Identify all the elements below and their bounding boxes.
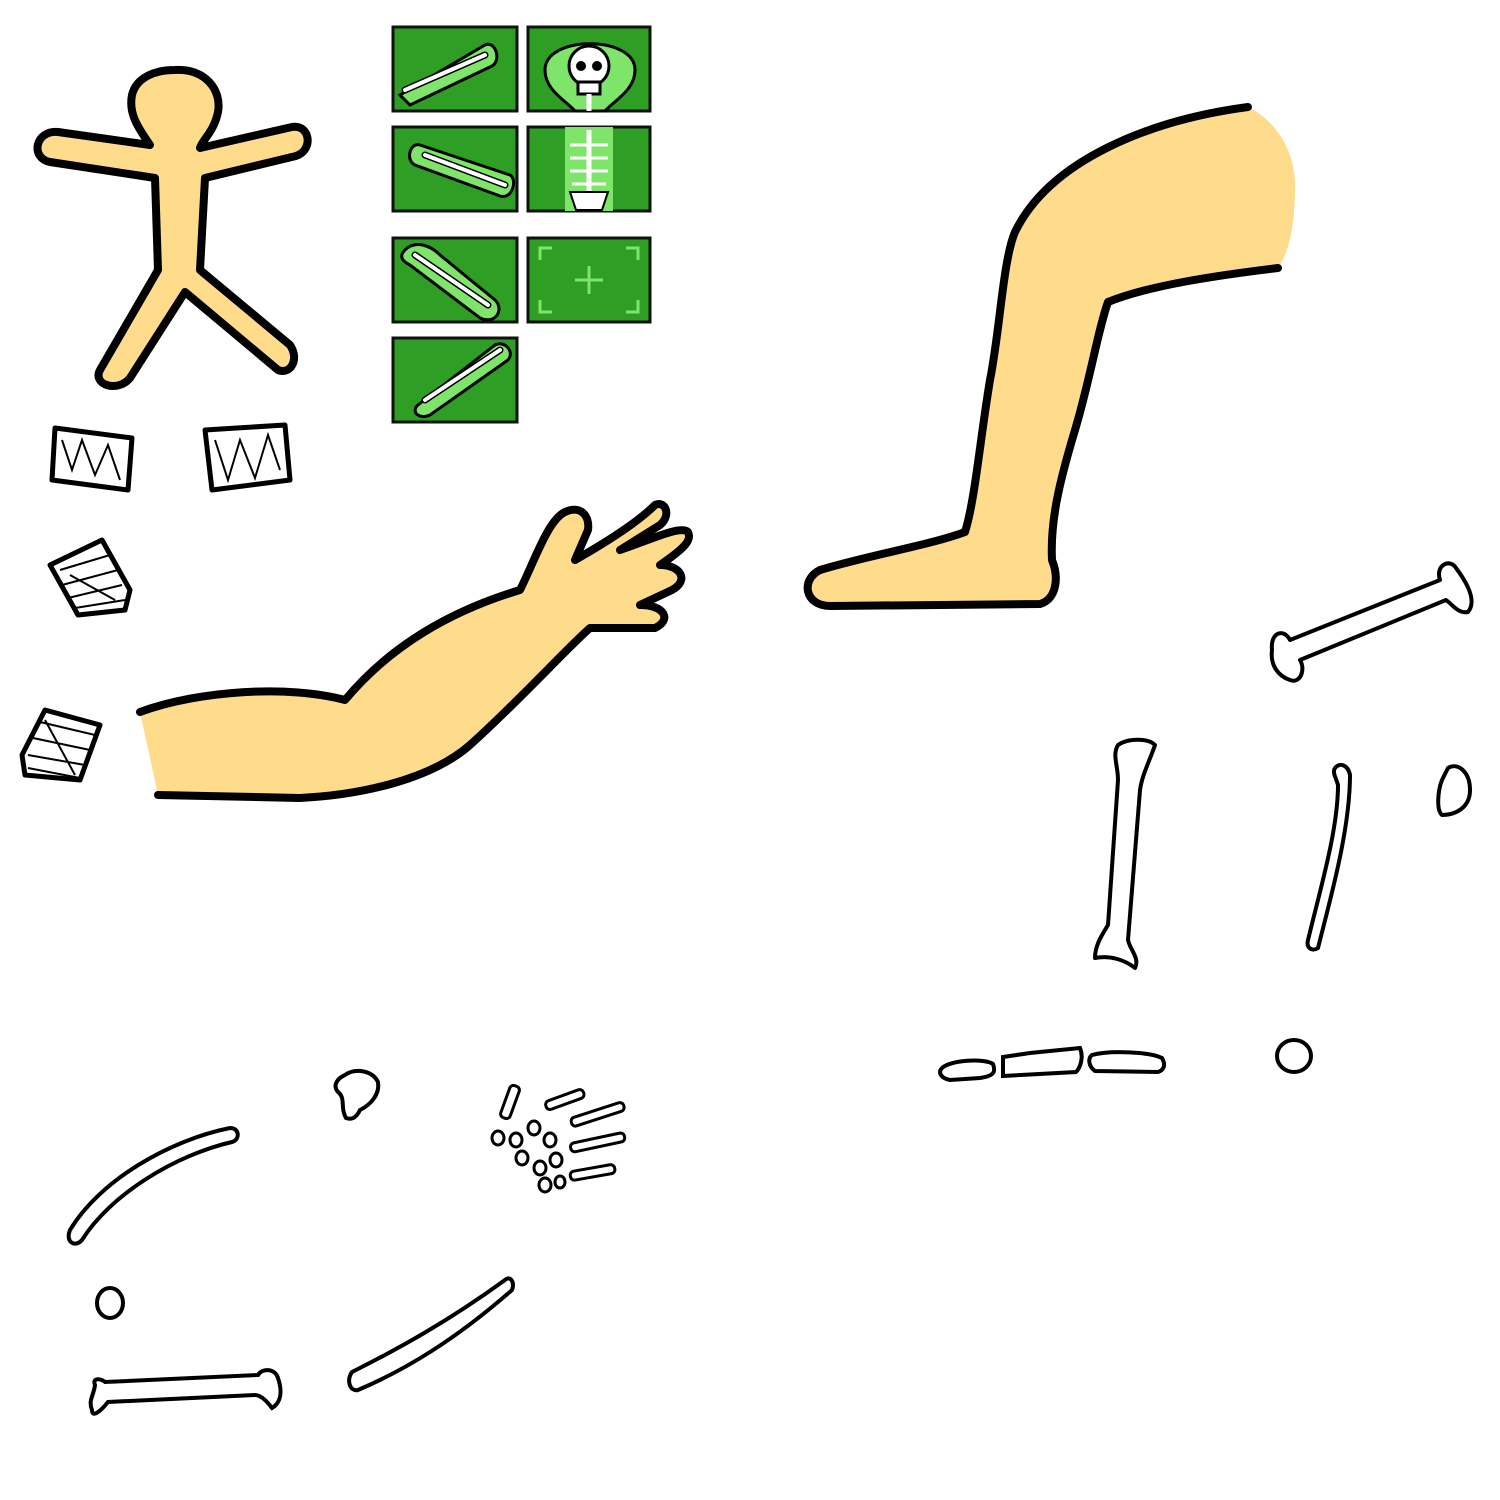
cast-2-icon[interactable] [202, 422, 293, 493]
xray-diagonal-bone-fracture-2-icon[interactable] [391, 336, 519, 424]
xray-spine-pelvis-icon[interactable] [526, 125, 652, 213]
humerus-icon[interactable] [88, 1368, 283, 1416]
arm-icon[interactable] [136, 500, 693, 802]
metatarsal-2-icon[interactable] [1001, 1045, 1084, 1079]
femur-icon[interactable] [1269, 561, 1474, 683]
cast-1-icon[interactable] [49, 425, 135, 493]
xray-forearm-fracture-icon[interactable] [391, 25, 519, 113]
xray-forearm-fracture-2-icon[interactable] [391, 125, 519, 213]
cast-4-icon[interactable] [19, 707, 103, 783]
xray-skull-icon[interactable] [526, 25, 652, 113]
heel-bone-icon[interactable] [1275, 1038, 1313, 1074]
stick-body-icon[interactable] [33, 65, 312, 390]
patella-icon[interactable] [1436, 764, 1472, 817]
leg-icon[interactable] [803, 103, 1295, 610]
radius-icon[interactable] [347, 1276, 515, 1393]
metatarsal-1-icon[interactable] [938, 1058, 997, 1083]
clavicle-icon[interactable] [66, 1125, 240, 1246]
metatarsal-3-icon[interactable] [1087, 1050, 1167, 1075]
xray-scan-target-icon[interactable] [526, 236, 652, 324]
hand-bones-icon[interactable] [490, 1083, 627, 1194]
scapula-icon[interactable] [333, 1068, 381, 1121]
xray-diagonal-bone-fracture-icon[interactable] [391, 236, 519, 324]
elbow-icon[interactable] [95, 1286, 125, 1320]
tibia-icon[interactable] [1093, 737, 1157, 970]
fibula-icon[interactable] [1305, 762, 1352, 952]
cast-3-icon[interactable] [47, 537, 133, 618]
